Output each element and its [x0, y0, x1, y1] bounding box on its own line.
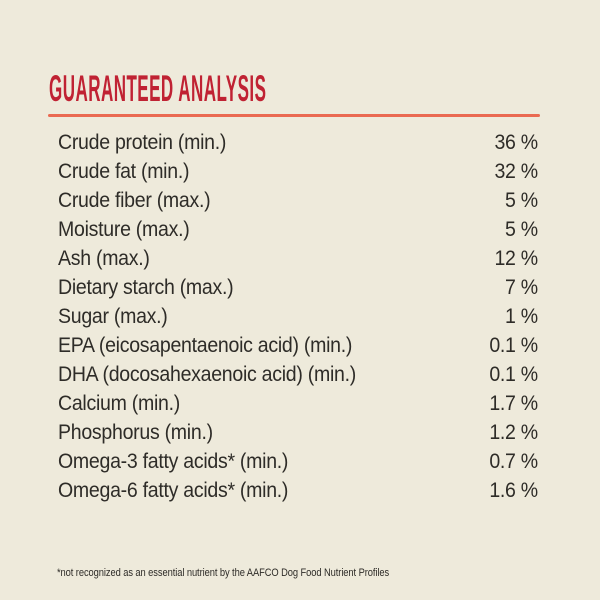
- nutrient-value: 0.7 %: [489, 450, 538, 473]
- nutrient-label: Sugar (max.): [58, 305, 168, 328]
- nutrient-label: EPA (eicosapentaenoic acid) (min.): [58, 334, 353, 357]
- nutrient-label: Phosphorus (min.): [58, 421, 213, 444]
- nutrient-value: 5 %: [505, 218, 538, 241]
- nutrient-label: Crude fat (min.): [58, 160, 190, 183]
- section-title: GUARANTEED ANALYSIS: [49, 68, 267, 109]
- nutrient-label: Dietary starch (max.): [58, 276, 234, 299]
- footnote-text: *not recognized as an essential nutrient…: [57, 567, 390, 579]
- nutrient-label: Crude protein (min.): [58, 131, 227, 154]
- nutrient-value: 1.6 %: [489, 479, 538, 502]
- table-row: EPA (eicosapentaenoic acid) (min.) 0.1 %: [58, 331, 538, 360]
- table-row: Crude protein (min.) 36 %: [58, 128, 538, 157]
- nutrient-value: 1.7 %: [489, 392, 538, 415]
- nutrient-label: Omega-6 fatty acids* (min.): [58, 479, 289, 502]
- table-row: Sugar (max.) 1 %: [58, 302, 538, 331]
- nutrient-value: 12 %: [494, 247, 538, 270]
- nutrient-label: Calcium (min.): [58, 392, 180, 415]
- nutrient-value: 0.1 %: [489, 334, 538, 357]
- nutrient-value: 36 %: [494, 131, 538, 154]
- table-row: DHA (docosahexaenoic acid) (min.) 0.1 %: [58, 360, 538, 389]
- nutrient-label: DHA (docosahexaenoic acid) (min.): [58, 363, 356, 386]
- nutrient-label: Omega-3 fatty acids* (min.): [58, 450, 289, 473]
- table-row: Ash (max.) 12 %: [58, 244, 538, 273]
- nutrient-value: 32 %: [494, 160, 538, 183]
- nutrient-label: Ash (max.): [58, 247, 150, 270]
- table-row: Phosphorus (min.) 1.2 %: [58, 418, 538, 447]
- table-row: Crude fiber (max.) 5 %: [58, 186, 538, 215]
- table-row: Calcium (min.) 1.7 %: [58, 389, 538, 418]
- table-row: Dietary starch (max.) 7 %: [58, 273, 538, 302]
- nutrient-value: 7 %: [505, 276, 538, 299]
- nutrient-value: 5 %: [505, 189, 538, 212]
- nutrient-value: 1 %: [505, 305, 538, 328]
- nutrient-label: Crude fiber (max.): [58, 189, 211, 212]
- table-row: Omega-3 fatty acids* (min.) 0.7 %: [58, 447, 538, 476]
- title-underline-divider: [48, 114, 540, 117]
- nutrient-table: Crude protein (min.) 36 % Crude fat (min…: [58, 128, 538, 505]
- nutrient-value: 1.2 %: [489, 421, 538, 444]
- nutrient-label: Moisture (max.): [58, 218, 190, 241]
- table-row: Crude fat (min.) 32 %: [58, 157, 538, 186]
- table-row: Omega-6 fatty acids* (min.) 1.6 %: [58, 476, 538, 505]
- nutrient-value: 0.1 %: [489, 363, 538, 386]
- table-row: Moisture (max.) 5 %: [58, 215, 538, 244]
